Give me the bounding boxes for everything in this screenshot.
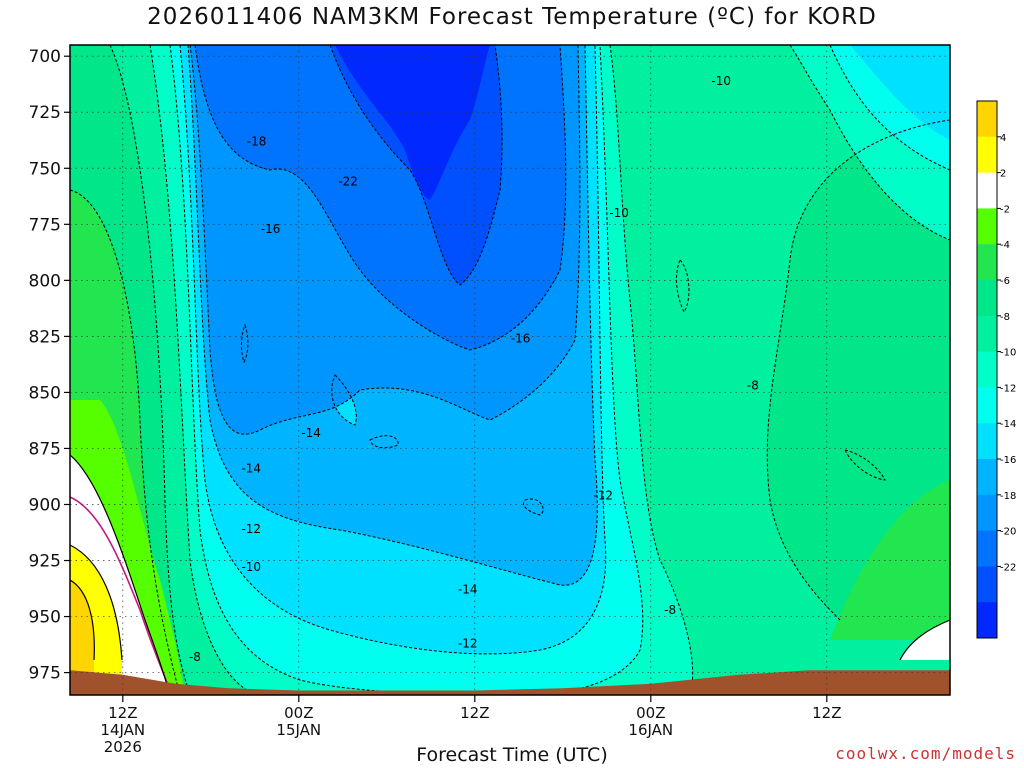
band-minus4-left-low (70, 260, 102, 400)
y-tick-label: 925 (29, 552, 61, 572)
contour-label: -22 (338, 175, 358, 189)
band-plus2-right (900, 620, 950, 660)
y-axis: 700 725 750 775 800 825 850 875 900 925 950 975 (29, 47, 70, 684)
colorbar-swatch (977, 602, 997, 639)
y-tick-label: 950 (29, 608, 61, 628)
colorbar-label: 2 (1000, 169, 1006, 180)
contour-labels: -22 -18 -16 -16 -14 -14 -14 -12 -12 -12 -10 -10 -10 -… (189, 74, 759, 664)
y-tick-label: 800 (29, 271, 61, 291)
colorbar-label: -20 (1000, 527, 1016, 538)
contour-label: -12 (458, 636, 478, 650)
band-plus6-left (70, 580, 95, 695)
contour-label: -10 (241, 560, 261, 574)
colorbar-swatch (977, 423, 997, 460)
x-tick-label: 2026 (104, 738, 142, 756)
plot-frame (69, 44, 951, 696)
y-tick-label: 725 (29, 103, 61, 123)
colorbar-label: -16 (1000, 455, 1016, 466)
colorbar-swatch (977, 208, 997, 245)
contour-label: -10 (711, 74, 731, 88)
credit-link[interactable]: coolwx.com/models (835, 744, 1016, 763)
colorbar-swatch (977, 244, 997, 281)
contour-label: -8 (189, 650, 201, 664)
colorbar-swatch (977, 387, 997, 424)
colorbar-label: 4 (1000, 133, 1006, 144)
contour-label: -14 (241, 462, 261, 476)
x-tick-label: 12Z (460, 704, 489, 722)
colorbar-frame (976, 100, 998, 639)
colorbar-swatch (977, 172, 997, 209)
contour-label: -14 (458, 583, 478, 597)
contour-label: -18 (247, 134, 267, 148)
colorbar-label: -4 (1000, 240, 1010, 251)
colorbar-label: -22 (1000, 562, 1016, 573)
y-tick-label: 900 (29, 495, 61, 515)
colorbar-swatch (977, 280, 997, 317)
colorbar-label: -18 (1000, 491, 1016, 502)
contour-label: -10 (609, 206, 629, 220)
band-minus4-right (830, 480, 950, 640)
y-tick-label: 825 (29, 327, 61, 347)
colorbar-swatch (977, 101, 997, 138)
y-tick-label: 775 (29, 215, 61, 235)
colorbar-swatch (977, 351, 997, 388)
colorbar-swatch (977, 494, 997, 532)
warm-contours (70, 454, 950, 695)
colorbar-swatch (977, 315, 997, 353)
x-axis-label: Forecast Time (UTC) (416, 744, 608, 766)
x-tick-label: 14JAN (100, 721, 145, 739)
temperature-field: -22 -18 -16 -16 -14 -14 -14 -12 -12 -12 -10 -10 -10 -… (70, 45, 950, 695)
contour-label: -8 (664, 603, 676, 617)
colorbar-swatch (977, 459, 997, 496)
colorbar-label: -6 (1000, 276, 1010, 287)
x-tick-label: 00Z (636, 704, 665, 722)
contour-label: -12 (241, 522, 261, 536)
colorbar-swatch (977, 136, 997, 174)
colorbar-label: -10 (1000, 348, 1016, 359)
y-tick-label: 750 (29, 159, 61, 179)
colorbar-swatch (977, 530, 997, 567)
contour-label: -16 (511, 332, 531, 346)
y-tick-label: 700 (29, 47, 61, 67)
colorbar: 4 2 -2 -4 -6 -8 -10 -12 -14 -16 -18 -20 -22 (976, 100, 1016, 639)
x-tick-label: 12Z (108, 704, 137, 722)
contour-label: -14 (301, 426, 321, 440)
x-tick-label: 00Z (284, 704, 313, 722)
colorbar-swatch (977, 566, 997, 603)
plot-grid (70, 45, 950, 695)
x-tick-label: 12Z (812, 704, 841, 722)
contour-label: -8 (747, 379, 759, 393)
chart-title: 2026011406 NAM3KM Forecast Temperature (… (147, 4, 877, 30)
band-below-minus22 (335, 45, 490, 200)
contour-label: -16 (261, 222, 281, 236)
x-tick-label: 15JAN (276, 721, 321, 739)
colorbar-label: -8 (1000, 312, 1010, 323)
y-tick-label: 975 (29, 664, 61, 684)
colorbar-label: -12 (1000, 383, 1016, 394)
terrain-surface (70, 670, 950, 695)
colorbar-label: -2 (1000, 204, 1010, 215)
x-tick-label: 16JAN (628, 721, 673, 739)
y-tick-label: 850 (29, 383, 61, 403)
colorbar-label: -14 (1000, 419, 1016, 430)
band-minus6-right (767, 120, 950, 620)
isotherm-lines (70, 45, 950, 695)
contour-label: -12 (593, 489, 613, 503)
y-tick-label: 875 (29, 439, 61, 459)
